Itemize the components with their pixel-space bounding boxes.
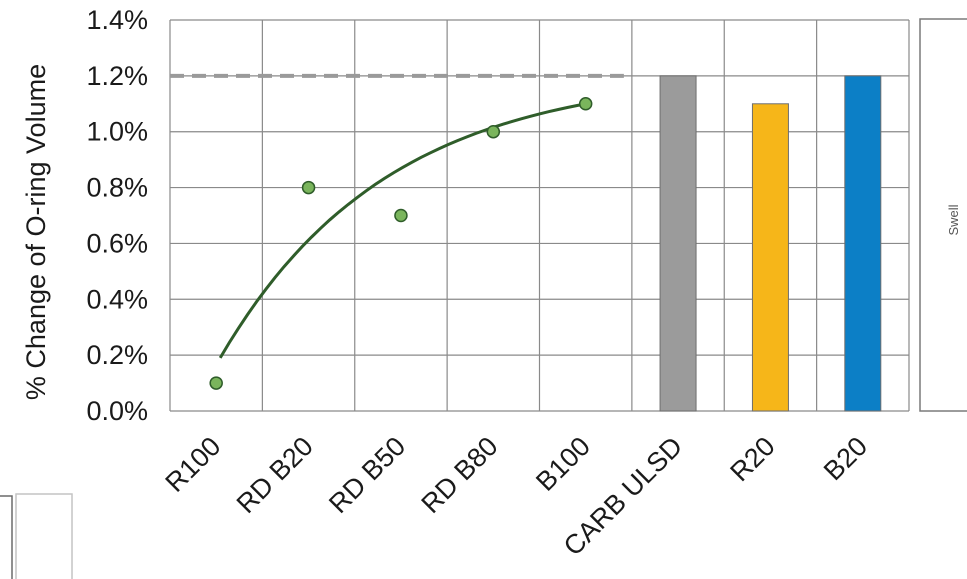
y-tick-label: 0.8% bbox=[86, 173, 148, 203]
bar-carb-ulsd bbox=[659, 75, 697, 412]
trend-line bbox=[218, 102, 586, 359]
side-panel bbox=[919, 18, 967, 412]
chart-grid bbox=[169, 19, 910, 412]
y-tick-label: 1.4% bbox=[86, 5, 148, 35]
y-tick-label: 0.4% bbox=[86, 284, 148, 314]
x-tick-label: RD B50 bbox=[323, 431, 411, 519]
bar-b20 bbox=[844, 75, 882, 412]
y-axis-label: % Change of O-ring Volume bbox=[21, 64, 51, 400]
y-tick-label: 0.2% bbox=[86, 340, 148, 370]
x-tick-label: R100 bbox=[160, 431, 227, 498]
x-tick-label: RD B20 bbox=[231, 431, 319, 519]
corner-box-outer bbox=[0, 495, 13, 579]
bar-group bbox=[659, 75, 882, 412]
scatter-point-group bbox=[209, 97, 593, 390]
y-tick-label: 1.0% bbox=[86, 117, 148, 147]
data-point-r100 bbox=[209, 376, 223, 390]
y-tick-label: 0.0% bbox=[86, 396, 148, 426]
y-tick-label: 0.6% bbox=[86, 228, 148, 258]
side-panel-label: Swell bbox=[946, 204, 961, 235]
y-tick-label: 1.2% bbox=[86, 61, 148, 91]
x-tick-label: RD B80 bbox=[415, 431, 503, 519]
data-point-rd-b80 bbox=[486, 124, 501, 139]
corner-box-inner bbox=[15, 493, 73, 579]
y-tick-labels: 0.0% 0.2% 0.4% 0.6% 0.8% 1.0% 1.2% 1.4% bbox=[86, 5, 148, 426]
x-tick-label: B100 bbox=[530, 431, 596, 497]
data-point-rd-b20 bbox=[301, 180, 316, 195]
data-point-b100 bbox=[578, 97, 593, 111]
bar-r20 bbox=[751, 103, 789, 412]
x-tick-label: B20 bbox=[818, 431, 873, 486]
x-tick-label: R20 bbox=[724, 431, 780, 487]
data-point-rd-b50 bbox=[394, 208, 408, 223]
trend-line-group bbox=[218, 102, 586, 359]
